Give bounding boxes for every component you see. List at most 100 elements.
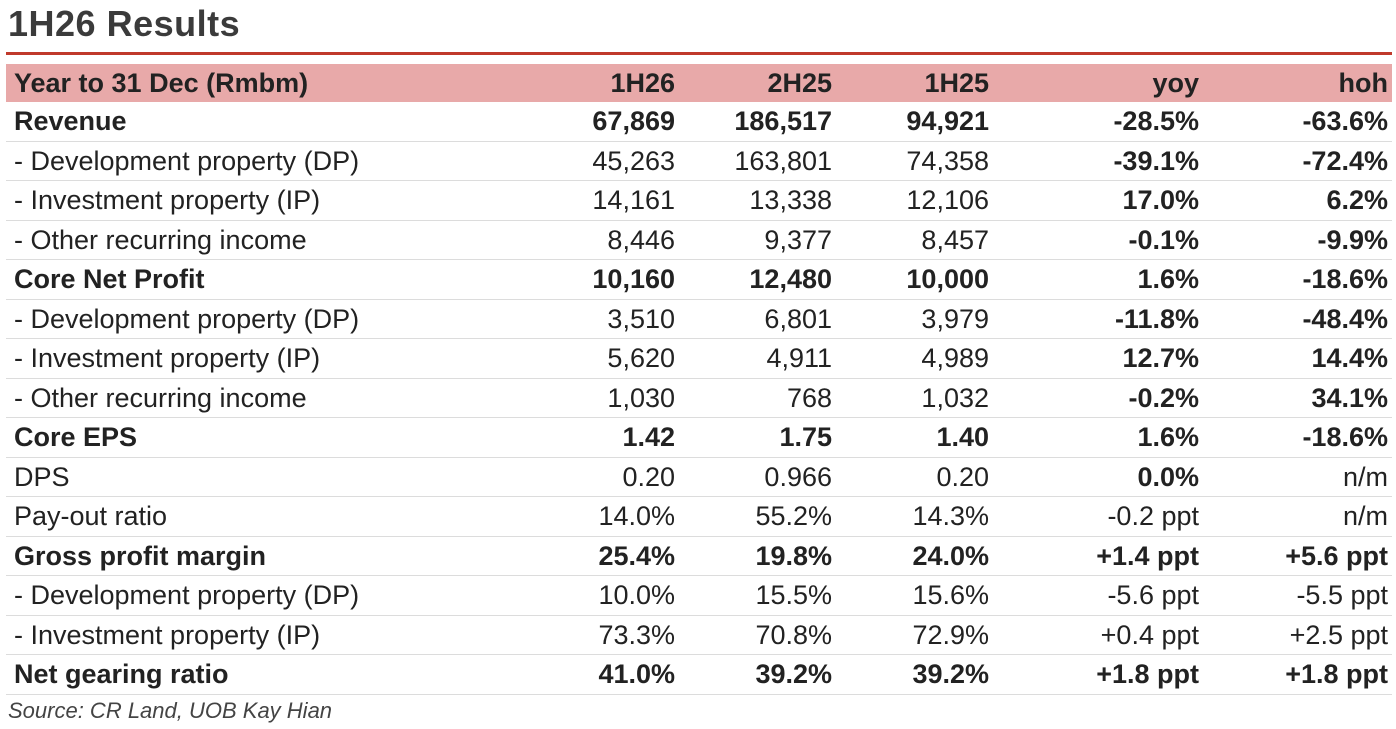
table-row: - Other recurring income 8,446 9,377 8,457-…	[6, 220, 1392, 260]
row-label: Core Net Profit	[6, 259, 551, 300]
cell-1h26: 5,620	[551, 338, 679, 379]
row-label: Revenue	[6, 102, 551, 142]
cell-1h25: 8,457	[836, 220, 993, 260]
header-1h25: 1H25	[836, 64, 993, 102]
cell-yoy: 0.0%	[993, 457, 1203, 497]
header-2h25: 2H25	[679, 64, 836, 102]
cell-yoy: +1.4 ppt	[993, 536, 1203, 576]
cell-1h25: 10,000	[836, 259, 993, 300]
table-row: - Investment property (IP) 14,161 13,338 12…	[6, 180, 1392, 221]
cell-1h25: 39.2%	[836, 654, 993, 695]
row-label: Pay-out ratio	[6, 496, 551, 537]
cell-yoy: 1.6%	[993, 417, 1203, 458]
cell-1h26: 10.0%	[551, 575, 679, 616]
row-label: - Development property (DP)	[6, 299, 551, 339]
cell-2h25: 55.2%	[679, 496, 836, 537]
cell-2h25: 39.2%	[679, 654, 836, 695]
row-label: - Other recurring income	[6, 378, 551, 418]
cell-yoy: +1.8 ppt	[993, 654, 1203, 695]
cell-yoy: +0.4 ppt	[993, 615, 1203, 655]
cell-1h26: 14,161	[551, 180, 679, 221]
cell-2h25: 13,338	[679, 180, 836, 221]
table-row: Pay-out ratio 14.0% 55.2% 14.3% -0.2 ppt n/m	[6, 496, 1392, 537]
cell-1h26: 41.0%	[551, 654, 679, 695]
cell-2h25: 6,801	[679, 299, 836, 339]
cell-yoy: -5.6 ppt	[993, 575, 1203, 616]
cell-hoh: -5.5 ppt	[1203, 575, 1392, 616]
cell-1h25: 15.6%	[836, 575, 993, 616]
cell-1h26: 1,030	[551, 378, 679, 418]
cell-2h25: 1.75	[679, 417, 836, 458]
cell-2h25: 768	[679, 378, 836, 418]
cell-yoy: 17.0%	[993, 180, 1203, 221]
source-note: Source: CR Land, UOB Kay Hian	[8, 698, 333, 723]
header-1h26: 1H26	[551, 64, 679, 102]
cell-1h25: 24.0%	[836, 536, 993, 576]
cell-2h25: 163,801	[679, 141, 836, 181]
cell-hoh: +2.5 ppt	[1203, 615, 1392, 655]
table-row: Revenue 67,869 186,517 94,921 -28.5% -63.6%	[6, 102, 1392, 142]
cell-hoh: +5.6 ppt	[1203, 536, 1392, 576]
cell-1h25: 94,921	[836, 102, 993, 142]
row-label: - Development property (DP)	[6, 141, 551, 181]
cell-1h25: 74,358	[836, 141, 993, 181]
cell-hoh: -18.6%	[1203, 259, 1392, 300]
cell-1h25: 14.3%	[836, 496, 993, 537]
table-row: Gross profit margin 25.4% 19.8% 24.0% +1.4 p…	[6, 536, 1392, 576]
cell-2h25: 9,377	[679, 220, 836, 260]
cell-2h25: 19.8%	[679, 536, 836, 576]
cell-1h26: 14.0%	[551, 496, 679, 537]
cell-2h25: 15.5%	[679, 575, 836, 616]
cell-2h25: 186,517	[679, 102, 836, 142]
cell-1h26: 73.3%	[551, 615, 679, 655]
cell-1h26: 8,446	[551, 220, 679, 260]
cell-hoh: -63.6%	[1203, 102, 1392, 142]
cell-2h25: 4,911	[679, 338, 836, 379]
cell-2h25: 70.8%	[679, 615, 836, 655]
cell-1h25: 1,032	[836, 378, 993, 418]
title-divider	[6, 52, 1392, 55]
row-label: Net gearing ratio	[6, 654, 551, 695]
cell-1h26: 25.4%	[551, 536, 679, 576]
table-row: - Investment property (IP) 5,620 4,911 4,98…	[6, 338, 1392, 379]
table-row: Core EPS 1.42 1.75 1.40 1.6% -18.6%	[6, 417, 1392, 458]
cell-1h26: 67,869	[551, 102, 679, 142]
table-row: Net gearing ratio 41.0% 39.2% 39.2% +1.8 ppt…	[6, 654, 1392, 695]
row-label: Gross profit margin	[6, 536, 551, 576]
row-label: - Development property (DP)	[6, 575, 551, 616]
table-row: - Development property (DP) 45,263 163,801…	[6, 141, 1392, 181]
cell-1h26: 0.20	[551, 457, 679, 497]
cell-yoy: -0.1%	[993, 220, 1203, 260]
cell-hoh: -72.4%	[1203, 141, 1392, 181]
table-row: - Other recurring income 1,030 768 1,032 -0.…	[6, 378, 1392, 418]
row-label: - Investment property (IP)	[6, 180, 551, 221]
row-label: - Other recurring income	[6, 220, 551, 260]
cell-yoy: -0.2 ppt	[993, 496, 1203, 537]
cell-2h25: 0.966	[679, 457, 836, 497]
cell-hoh: -9.9%	[1203, 220, 1392, 260]
cell-1h25: 3,979	[836, 299, 993, 339]
cell-yoy: 1.6%	[993, 259, 1203, 300]
cell-hoh: 34.1%	[1203, 378, 1392, 418]
table-row: - Investment property (IP) 73.3% 70.8% 72.9…	[6, 615, 1392, 655]
cell-hoh: -48.4%	[1203, 299, 1392, 339]
table-row: - Development property (DP) 3,510 6,801 3,9…	[6, 299, 1392, 339]
cell-1h25: 0.20	[836, 457, 993, 497]
cell-hoh: n/m	[1203, 457, 1392, 497]
header-label: Year to 31 Dec (Rmbm)	[6, 64, 551, 102]
cell-hoh: n/m	[1203, 496, 1392, 537]
cell-yoy: -28.5%	[993, 102, 1203, 142]
page-title: 1H26 Results	[8, 3, 241, 44]
cell-yoy: -0.2%	[993, 378, 1203, 418]
cell-yoy: 12.7%	[993, 338, 1203, 379]
cell-1h25: 1.40	[836, 417, 993, 458]
cell-hoh: +1.8 ppt	[1203, 654, 1392, 695]
table-body: Revenue 67,869 186,517 94,921 -28.5% -63.6% - …	[6, 102, 1392, 695]
table-row: Core Net Profit 10,160 12,480 10,000 1.6% -18…	[6, 259, 1392, 300]
cell-1h25: 72.9%	[836, 615, 993, 655]
cell-yoy: -39.1%	[993, 141, 1203, 181]
cell-hoh: 6.2%	[1203, 180, 1392, 221]
header-yoy: yoy	[993, 64, 1203, 102]
results-table: Year to 31 Dec (Rmbm) 1H26 2H25 1H25 yoy…	[6, 64, 1392, 695]
cell-1h26: 10,160	[551, 259, 679, 300]
